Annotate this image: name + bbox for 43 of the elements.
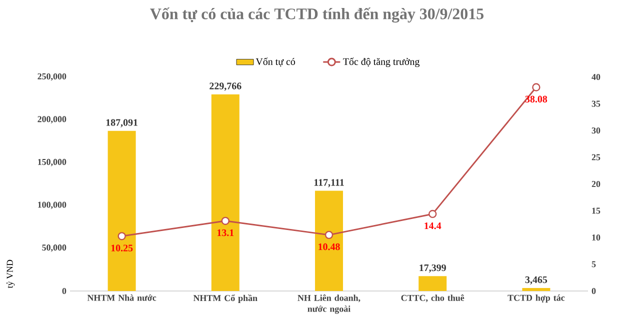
bar [108,130,136,291]
data-label: 117,111 [314,179,344,188]
data-label: 13.1 [217,229,234,236]
point [428,210,437,218]
x-tick-label: CTTC, cho thuê [401,294,464,302]
bar [522,288,550,291]
data-label: 229,766 [210,82,242,91]
data-label: 10.25 [111,244,133,252]
point [532,83,540,92]
y2-tick-label: 20 [592,180,600,188]
point [118,232,126,240]
y2-tick-label: 25 [592,154,600,160]
y-axis-title: tỷ VND [6,260,15,288]
x-tick-label: NHTM Nhà nước [87,294,156,301]
data-label: 10.48 [318,243,340,250]
data-label: 3,465 [525,276,548,285]
legend-label: Vốn tự có [256,58,296,67]
y-tick-label: 50,000 [42,244,66,252]
y2-tick-label: 0 [592,288,596,294]
point [324,230,334,240]
bar [211,94,240,291]
y-tick-label: 100,000 [38,202,66,210]
point [221,216,230,225]
data-label: 17,399 [420,264,446,273]
y2-tick-label: 5 [592,261,596,268]
bar [315,190,343,291]
legend-label: Tốc độ tăng trưởng [343,58,420,68]
x-tick-label: NH Liên doanh, nước ngoài [298,294,360,314]
bar [418,276,447,291]
y-tick-label: 200,000 [38,116,66,124]
y2-tick-label: 10 [592,234,600,241]
y2-tick-label: 40 [592,74,600,80]
y2-tick-label: 30 [592,127,600,134]
chart-title: Vốn tự có của các TCTD tính đến ngày 30/9/2015 [150,8,484,23]
x-tick-label: TCTD hợp tác [508,294,565,303]
x-tick-label: NHTM Cổ phần [193,294,258,303]
y-tick-label: 150,000 [38,158,66,166]
data-label: 14.4 [424,222,442,230]
y2-tick-label: 35 [592,100,600,107]
data-label: 187,091 [106,119,138,128]
y-tick-label: 0 [62,288,66,294]
y2-tick-label: 15 [592,208,600,214]
y-tick-label: 250,000 [38,73,66,81]
